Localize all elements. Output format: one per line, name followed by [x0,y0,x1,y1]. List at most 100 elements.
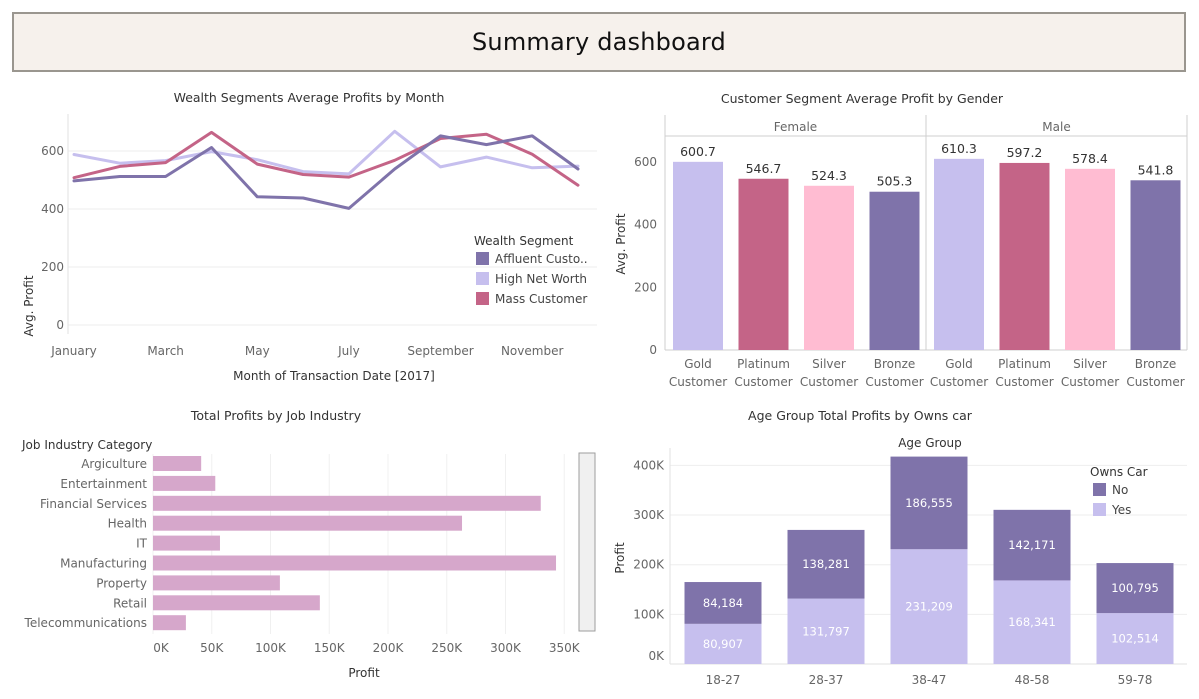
job-category-label: Entertainment [60,477,147,491]
age-bar-segment[interactable] [1096,563,1174,614]
line-series-1[interactable] [72,129,580,176]
line-xtick: July [337,344,360,358]
age-bar-label: 100,795 [1111,581,1159,595]
job-bar[interactable] [153,456,202,471]
age-bar-segment[interactable] [787,598,865,664]
job-scrollbar[interactable] [578,452,596,632]
job-bar[interactable] [153,615,186,631]
wealth-legend[interactable]: Wealth Segment Affluent Custo.. High Net … [474,234,588,306]
age-bar-segment[interactable] [993,509,1071,581]
job-xtick: 200K [373,641,405,655]
gender-category-label: Customer [995,375,1053,389]
age-xtick: 18-27 [706,673,741,687]
dashboard-title: Summary dashboard [12,12,1186,72]
job-bar[interactable] [153,515,463,531]
job-category-header: Job Industry Category [21,438,152,452]
age-bar-segment[interactable] [684,582,762,624]
wealth-line-panel: Wealth Segments Average Profits by Month… [12,84,612,390]
age-bar-segment[interactable] [993,580,1071,664]
job-category-label: Property [96,576,147,590]
gender-bar[interactable] [804,185,854,350]
age-bar-label: 80,907 [703,637,743,651]
age-bar-label: 186,555 [905,496,953,510]
age-bar-segment[interactable] [890,549,968,664]
gender-ytick: 600 [634,155,657,169]
job-category-label: Retail [113,596,147,610]
wealth-line-xlabel: Month of Transaction Date [2017] [233,369,435,383]
wealth-line-title: Wealth Segments Average Profits by Month [174,90,445,105]
job-xtick: 300K [490,641,522,655]
gender-category-label: Customer [930,375,988,389]
legend-item-label: High Net Worth [495,272,587,286]
gender-bar-label: 524.3 [811,168,847,183]
gender-bar[interactable] [869,191,920,350]
gender-bar[interactable] [934,158,984,350]
wealth-line-chart: Wealth Segments Average Profits by Month… [22,90,597,383]
gender-category-label: Silver [1073,357,1107,371]
gender-category-label: Customer [734,375,792,389]
gender-bar-label: 610.3 [941,141,977,156]
age-column-header: Age Group [898,436,962,450]
job-bar[interactable] [153,595,320,611]
legend-swatch [476,292,489,305]
job-bar[interactable] [153,535,220,551]
wealth-line-ylabel: Avg. Profit [22,275,36,336]
job-category-label: Telecommunications [24,616,147,630]
legend-swatch [476,272,489,285]
line-xtick: May [245,344,270,358]
line-series-0[interactable] [72,134,580,210]
job-category-label: IT [136,537,148,551]
age-ytick: 300K [633,508,665,522]
age-bar-label: 142,171 [1008,538,1056,552]
job-xtick: 250K [431,641,463,655]
gender-category-label: Bronze [1135,357,1177,371]
job-hbar-chart: Total Profits by Job Industry Job Indust… [21,408,596,680]
line-ytick: 0 [56,318,64,332]
job-category-label: Manufacturing [60,557,147,571]
job-bar[interactable] [153,495,541,511]
line-ytick: 400 [41,202,64,216]
gender-category-label: Silver [812,357,846,371]
age-stacked-chart: Age Group Total Profits by Owns car Age … [613,408,1187,687]
gender-category-label: Customer [1061,375,1119,389]
gender-ytick: 0 [649,343,657,357]
age-bar-label: 231,209 [905,600,953,614]
age-bar-segment[interactable] [1096,613,1174,664]
line-series-2[interactable] [72,130,580,187]
age-ytick: 400K [633,458,665,472]
gender-category-label: Platinum [737,357,790,371]
gender-bar-label: 541.8 [1138,162,1174,177]
age-bar-label: 131,797 [802,624,850,638]
job-hbar-title: Total Profits by Job Industry [190,408,362,423]
gender-bar[interactable] [999,162,1050,350]
age-ytick: 0K [648,649,665,663]
job-bar[interactable] [153,555,557,571]
owns-car-legend[interactable]: Owns Car No Yes [1090,465,1148,517]
age-bar-segment[interactable] [890,456,968,550]
age-ytick: 200K [633,558,665,572]
gender-bar-panel: Customer Segment Average Profit by Gende… [612,84,1199,390]
gender-bar[interactable] [738,178,789,350]
gender-ytick: 400 [634,218,657,232]
gender-category-label: Customer [1126,375,1184,389]
line-xtick: March [147,344,184,358]
gender-bar-label: 597.2 [1007,145,1043,160]
gender-bar-label: 546.7 [746,161,782,176]
gender-category-label: Customer [865,375,923,389]
job-hbar-panel: Total Profits by Job Industry Job Indust… [12,398,612,699]
job-bar[interactable] [153,575,280,591]
age-bar-segment[interactable] [787,529,865,599]
age-bar-segment[interactable] [684,623,762,664]
line-ytick: 600 [41,144,64,158]
job-bar[interactable] [153,475,216,491]
gender-bar-title: Customer Segment Average Profit by Gende… [721,91,1004,106]
job-category-label: Health [108,517,147,531]
gender-bar[interactable] [1065,168,1115,350]
legend-swatch [1093,503,1106,516]
gender-bar-ylabel: Avg. Profit [614,213,628,274]
job-xtick: 0K [153,641,170,655]
gender-category-label: Customer [669,375,727,389]
gender-bar[interactable] [673,161,723,350]
age-bar-label: 84,184 [703,596,743,610]
gender-bar[interactable] [1130,180,1181,350]
